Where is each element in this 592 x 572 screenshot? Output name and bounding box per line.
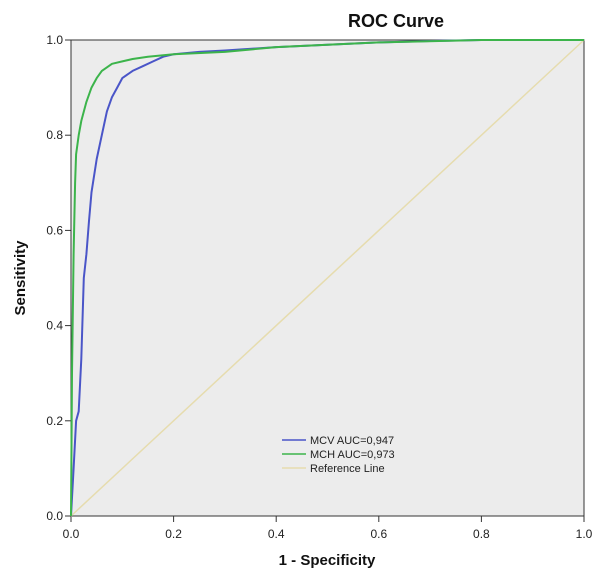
legend-label-reference-line: Reference Line bbox=[310, 463, 385, 475]
series-group bbox=[70, 39, 585, 517]
legend: MCV AUC=0,947 MCH AUC=0,973 Reference Line bbox=[282, 435, 395, 475]
x-tick-label: 0.4 bbox=[268, 527, 285, 541]
x-axis-title: 1 - Specificity bbox=[279, 552, 376, 569]
y-tick-label: 0.4 bbox=[46, 319, 63, 333]
legend-label-mcv-auc-0-947: MCV AUC=0,947 bbox=[310, 435, 394, 447]
y-tick-label: 0.2 bbox=[46, 414, 63, 428]
x-tick-label: 0.8 bbox=[473, 527, 490, 541]
x-tick-label: 0.2 bbox=[165, 527, 182, 541]
chart-title: ROC Curve bbox=[348, 11, 444, 31]
y-axis-title: Sensitivity bbox=[12, 240, 29, 316]
x-tick-label: 1.0 bbox=[576, 527, 592, 541]
x-axis: 0.0 0.2 0.4 0.6 0.8 1.0 bbox=[63, 516, 592, 541]
x-tick-label: 0.0 bbox=[63, 527, 80, 541]
x-tick-label: 0.6 bbox=[370, 527, 387, 541]
y-tick-label: 0.8 bbox=[46, 128, 63, 142]
y-axis: 0.0 0.2 0.4 0.6 0.8 1.0 bbox=[46, 33, 71, 523]
y-tick-label: 0.0 bbox=[46, 509, 63, 523]
y-tick-label: 1.0 bbox=[46, 33, 63, 47]
series-line-mch-auc-0-973 bbox=[70, 39, 584, 517]
y-tick-label: 0.6 bbox=[46, 223, 63, 237]
legend-label-mch-auc-0-973: MCH AUC=0,973 bbox=[310, 449, 395, 461]
series-line-reference-line bbox=[70, 39, 585, 517]
